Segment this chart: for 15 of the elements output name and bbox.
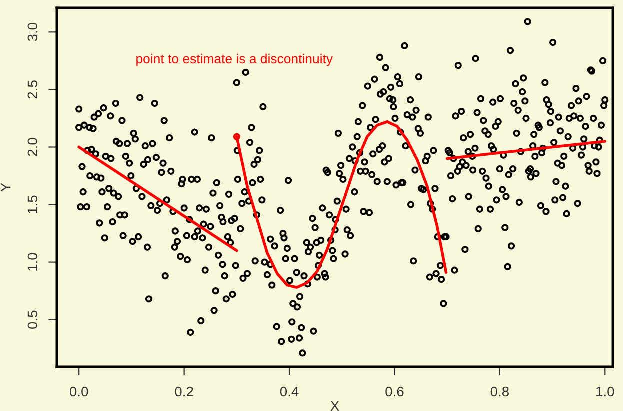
y-tick-label: 2.0 xyxy=(28,138,38,156)
y-tick-label: 1.0 xyxy=(28,253,38,271)
y-tick-label: 3.0 xyxy=(28,23,38,42)
y-axis-title: Y xyxy=(1,183,11,192)
y-tick-label: 0.5 xyxy=(28,310,38,329)
x-tick-label: 0.0 xyxy=(70,386,88,397)
y-tick-label: 2.5 xyxy=(28,80,38,99)
x-tick-label: 0.6 xyxy=(386,386,404,397)
annotation: point to estimate is a discontinuity xyxy=(136,54,333,66)
x-axis-title: X xyxy=(330,401,340,411)
x-tick-label: 0.2 xyxy=(175,386,194,397)
x-tick-label: 1.0 xyxy=(596,386,614,397)
x-tick-label: 0.8 xyxy=(490,386,509,397)
y-tick-label: 1.5 xyxy=(28,196,38,214)
x-tick-label: 0.4 xyxy=(280,386,299,397)
